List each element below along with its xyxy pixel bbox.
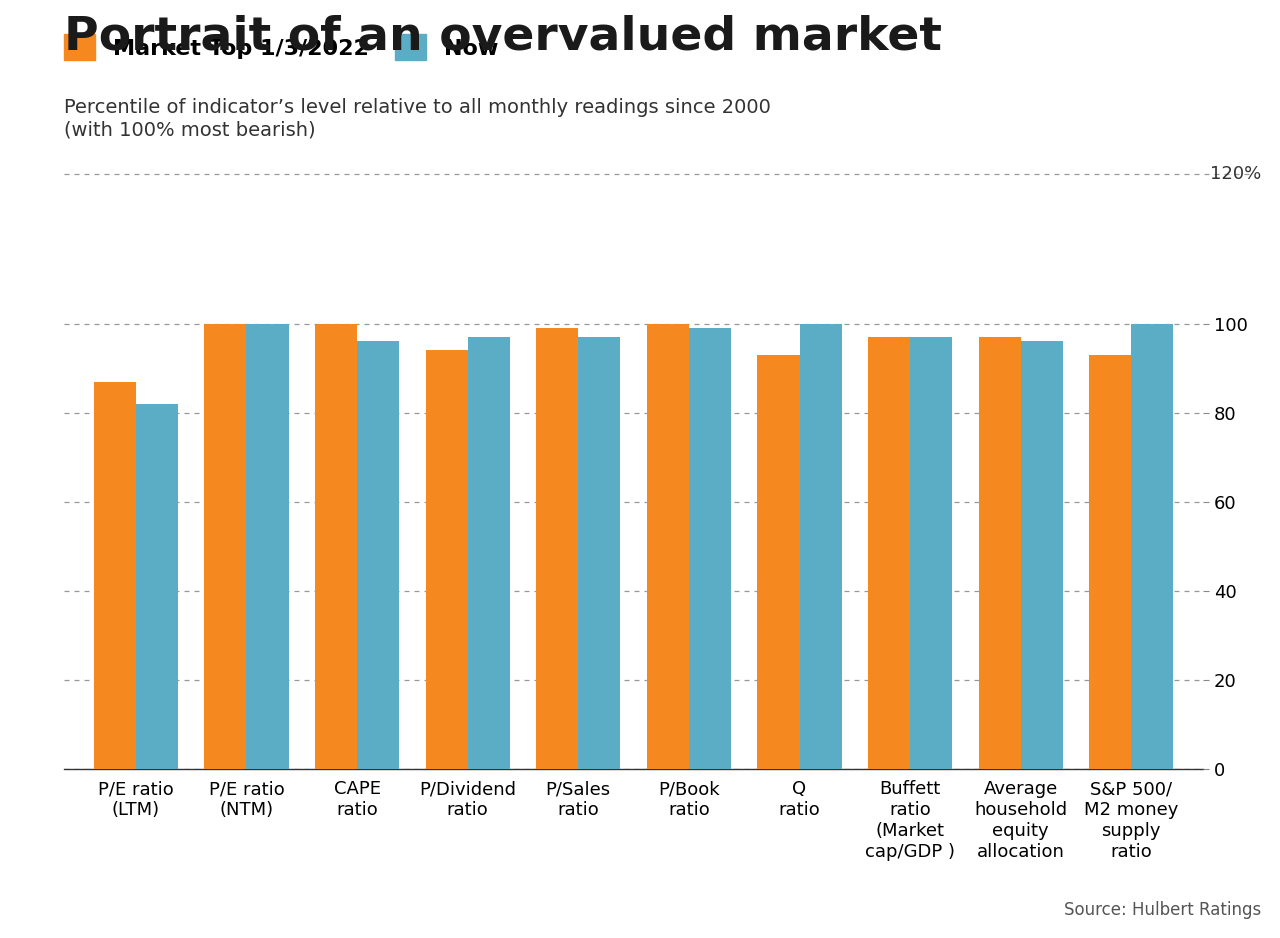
Legend: Market Top 1/3/2022, Now: Market Top 1/3/2022, Now <box>64 35 498 60</box>
Bar <box>247 324 288 769</box>
Bar <box>467 337 509 769</box>
Bar <box>910 337 952 769</box>
Bar <box>646 324 689 769</box>
Bar <box>800 324 841 769</box>
Bar <box>536 328 579 769</box>
Bar <box>1020 341 1062 769</box>
Bar <box>579 337 621 769</box>
Text: Percentile of indicator’s level relative to all monthly readings since 2000
(wit: Percentile of indicator’s level relative… <box>64 98 771 140</box>
Bar <box>1089 355 1132 769</box>
Bar <box>868 337 910 769</box>
Bar <box>357 341 399 769</box>
Bar <box>136 404 178 769</box>
Bar <box>93 382 136 769</box>
Bar <box>758 355 800 769</box>
Text: Source: Hulbert Ratings: Source: Hulbert Ratings <box>1064 901 1261 919</box>
Bar <box>205 324 247 769</box>
Bar <box>979 337 1020 769</box>
Bar <box>689 328 731 769</box>
Bar <box>426 351 467 769</box>
Bar <box>315 324 357 769</box>
Text: Portrait of an overvalued market: Portrait of an overvalued market <box>64 14 942 59</box>
Bar <box>1132 324 1174 769</box>
Text: 120%: 120% <box>1210 164 1261 183</box>
